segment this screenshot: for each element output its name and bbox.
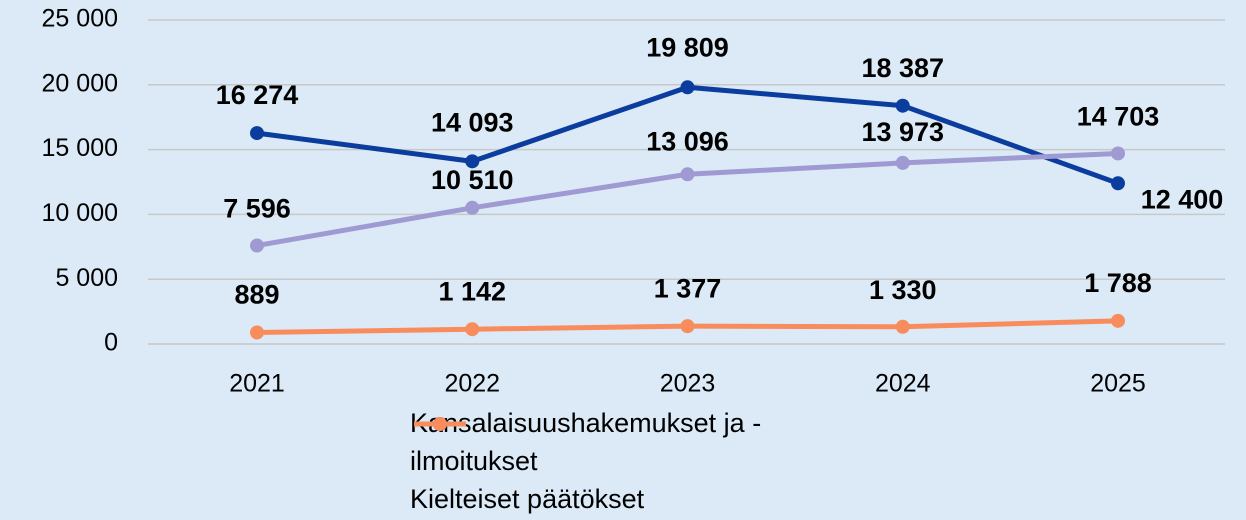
point [250, 238, 264, 253]
y-tick-label: 0 [104, 329, 118, 357]
data-label: 19 809 [646, 32, 729, 62]
data-label: 16 274 [216, 80, 299, 110]
point [680, 319, 695, 334]
x-tick-label: 2021 [229, 370, 285, 398]
legend: Kansalaisuushakemukset ja -ilmoitukset Ki… [410, 404, 930, 518]
y-tick-label: 25 000 [42, 5, 118, 33]
point [465, 154, 480, 169]
y-tick-label: 20 000 [42, 69, 118, 97]
data-label: 1 377 [654, 273, 722, 303]
point [250, 126, 264, 141]
x-tick-label: 2023 [660, 370, 716, 398]
data-label: 14 093 [431, 107, 514, 137]
legend-marker [433, 417, 447, 431]
legend-label: Kansalaisuushakemukset ja -ilmoitukset [410, 408, 762, 476]
point [250, 325, 264, 340]
point [465, 200, 480, 215]
legend-entry: Kansalaisuushakemukset ja -ilmoitukset [410, 404, 930, 480]
point [465, 322, 480, 337]
legend-label: Kielteiset päätökset [410, 484, 645, 514]
x-tick-label: 2022 [444, 370, 500, 398]
data-label: 1 142 [438, 276, 506, 306]
point [1111, 313, 1125, 328]
point [895, 155, 910, 170]
data-label: 10 510 [431, 165, 514, 195]
y-tick-label: 10 000 [42, 199, 118, 227]
data-label: 1 330 [869, 275, 937, 305]
data-label: 7 596 [223, 194, 291, 224]
legend-key [414, 417, 466, 431]
point [895, 98, 910, 113]
series-line [256, 150, 1119, 249]
data-label: 1 788 [1084, 268, 1152, 298]
x-tick-label: 2024 [875, 370, 931, 398]
point [680, 167, 695, 182]
y-tick-label: 15 000 [42, 134, 118, 162]
y-tick-label: 5 000 [55, 264, 118, 292]
point [895, 319, 910, 334]
point [1111, 146, 1125, 161]
x-tick-label: 2025 [1090, 370, 1146, 398]
data-label: 14 703 [1077, 102, 1160, 132]
point [1111, 176, 1125, 191]
data-label: 889 [234, 280, 279, 310]
data-label: 13 973 [861, 117, 944, 147]
data-label: 13 096 [646, 126, 729, 156]
data-label: 12 400 [1141, 184, 1224, 214]
legend-entry: Kielteiset päätökset [410, 417, 930, 518]
data-label: 18 387 [861, 53, 944, 83]
point [680, 80, 695, 95]
